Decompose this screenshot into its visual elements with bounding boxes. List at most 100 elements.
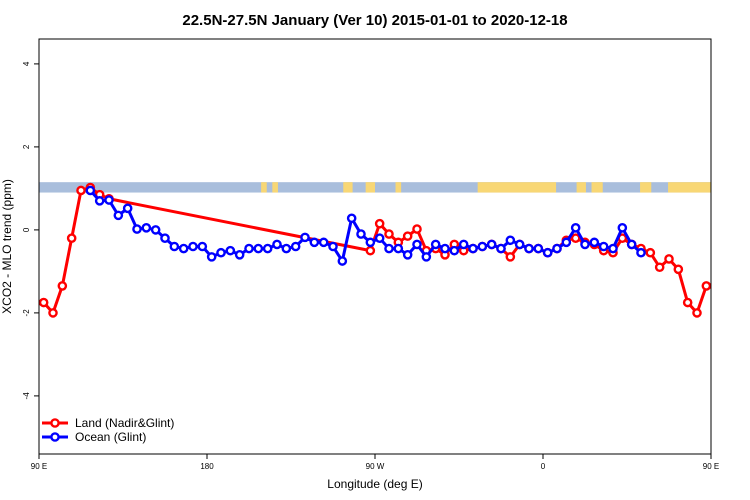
data-point: [384, 229, 394, 239]
legend-swatch-marker: [50, 418, 60, 428]
data-point: [150, 225, 161, 235]
legend-label: Land (Nadir&Glint): [75, 416, 174, 430]
data-point: [440, 243, 450, 254]
data-point: [66, 233, 77, 243]
data-point: [580, 239, 590, 250]
x-tick-label: 90 W: [366, 462, 385, 471]
data-point: [85, 185, 96, 196]
data-point: [393, 243, 404, 254]
data-point: [608, 243, 618, 254]
data-point: [94, 196, 105, 206]
data-point: [253, 243, 264, 254]
data-point: [673, 264, 684, 275]
data-point: [132, 224, 142, 234]
land-ocean-band: [39, 182, 711, 193]
data-point: [122, 203, 133, 214]
data-point: [402, 231, 413, 241]
data-point: [533, 243, 544, 254]
data-point: [682, 297, 693, 308]
x-tick-label: 90 E: [31, 462, 47, 471]
y-axis-ticks: -4 -2 0 2 4: [22, 61, 39, 399]
data-point: [626, 239, 637, 250]
data-point: [692, 308, 702, 318]
data-point: [169, 241, 180, 252]
data-point: [104, 195, 114, 205]
land-segment: [591, 182, 603, 193]
data-point: [664, 254, 674, 264]
data-point: [505, 252, 516, 262]
data-point: [300, 232, 310, 243]
land-segment: [343, 182, 353, 193]
data-point: [141, 223, 152, 233]
data-point: [449, 245, 460, 256]
land-segment: [640, 182, 652, 193]
land-segment: [395, 182, 402, 193]
data-point: [412, 224, 422, 234]
land-segment: [668, 182, 711, 193]
legend-swatch-marker: [50, 432, 60, 442]
y-tick-label: -4: [22, 392, 31, 400]
data-point: [244, 243, 254, 254]
data-point: [281, 243, 292, 254]
data-point: [654, 262, 665, 273]
x-tick-label: 180: [200, 462, 214, 471]
data-point: [365, 245, 376, 256]
data-point: [570, 223, 581, 233]
data-point: [234, 249, 245, 260]
data-point: [113, 210, 124, 221]
data-point: [356, 229, 366, 239]
y-tick-label: 0: [22, 227, 31, 232]
data-point: [701, 281, 711, 291]
data-point: [421, 252, 432, 262]
data-point: [402, 249, 413, 260]
data-point: [458, 239, 469, 250]
data-point: [468, 243, 478, 254]
y-tick-label: 2: [22, 144, 31, 149]
data-point: [384, 243, 394, 254]
data-point: [430, 239, 441, 250]
data-point: [337, 256, 348, 266]
data-point: [318, 237, 329, 248]
data-point: [514, 239, 525, 250]
data-point: [589, 237, 600, 248]
data-point: [39, 297, 49, 308]
y-axis-label: XCO2 - MLO trend (ppm): [0, 179, 14, 314]
data-point: [598, 241, 609, 252]
data-point: [561, 237, 572, 248]
data-point: [178, 243, 189, 254]
data-point: [477, 241, 488, 252]
data-point: [524, 243, 534, 254]
data-point: [374, 218, 385, 229]
data-point: [374, 233, 385, 243]
land-segment: [365, 182, 375, 193]
data-point: [636, 247, 646, 258]
y-tick-label: 4: [22, 61, 31, 66]
data-point: [309, 237, 320, 248]
land-segment: [576, 182, 586, 193]
land-segment: [477, 182, 557, 193]
data-point: [160, 233, 170, 243]
land-segment: [261, 182, 267, 193]
data-point: [206, 252, 217, 262]
data-point: [188, 241, 198, 252]
data-point: [542, 247, 553, 258]
data-point: [57, 281, 68, 291]
data-point: [328, 241, 338, 252]
data-point: [552, 243, 562, 254]
series-layer: [39, 182, 711, 318]
data-point: [496, 243, 506, 254]
x-axis-ticks: 90 E 180 90 W 0 90 E: [31, 454, 719, 471]
data-point: [617, 223, 628, 233]
data-point: [486, 239, 497, 250]
data-point: [645, 247, 656, 258]
data-point: [225, 245, 236, 256]
data-point: [570, 233, 581, 243]
legend: Land (Nadir&Glint)Ocean (Glint): [42, 416, 174, 444]
data-point: [505, 235, 516, 246]
series-ocean: [85, 185, 646, 266]
data-point: [346, 213, 357, 224]
land-segment: [272, 182, 278, 193]
data-point: [197, 241, 208, 252]
legend-label: Ocean (Glint): [75, 430, 146, 444]
